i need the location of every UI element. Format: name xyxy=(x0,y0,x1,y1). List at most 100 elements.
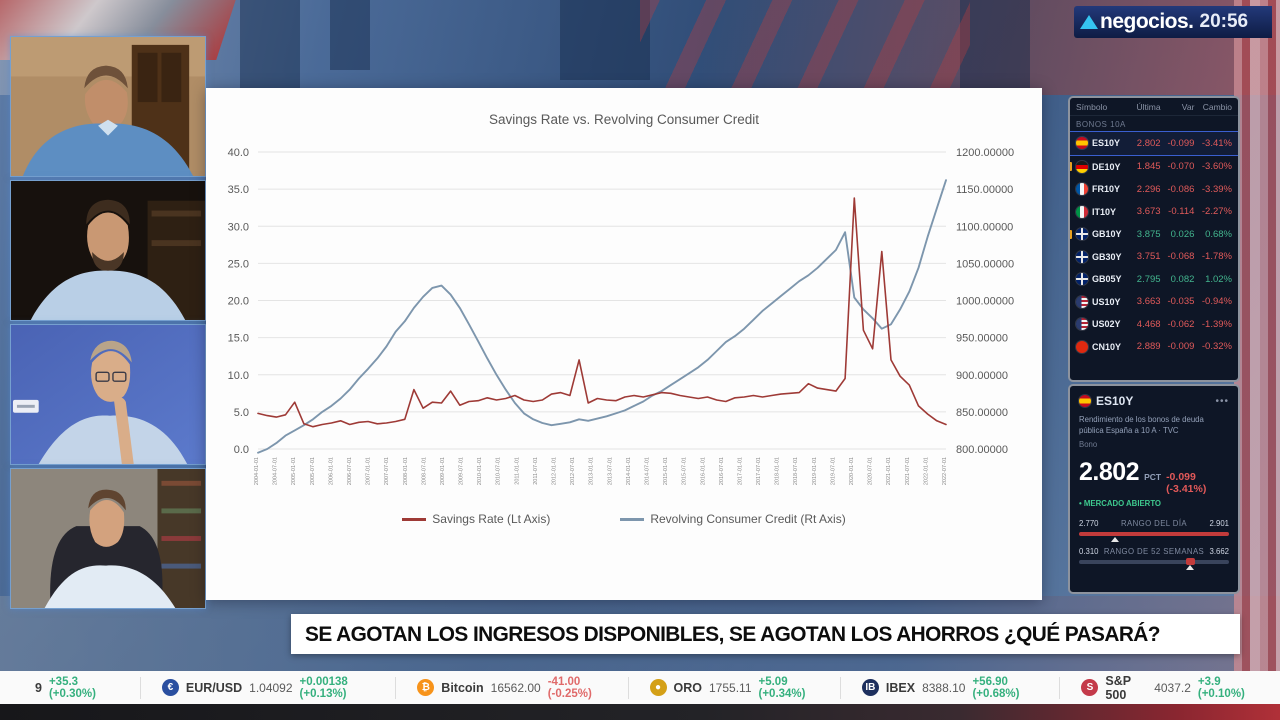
watchlist-rows: ES10Y 2.802 -0.099 -3.41% DE10Y 1.845 -0.070 -3… xyxy=(1070,131,1238,358)
channel-logo-icon xyxy=(1080,15,1098,29)
guest-1-portrait xyxy=(11,37,205,176)
ticker-label: IBEX xyxy=(885,680,916,695)
broadcast-clock: 20:56 xyxy=(1199,11,1249,32)
ticker-change: +0.00138 (+0.13%) xyxy=(299,675,348,700)
right-axis-tick: 950.00000 xyxy=(956,333,1008,345)
watchlist-header-pct: Cambio xyxy=(1202,102,1232,112)
day-range-label: RANGO DEL DÍA xyxy=(1121,519,1187,529)
video-feed-guest-2 xyxy=(10,180,206,321)
chart-title: Savings Rate vs. Revolving Consumer Cred… xyxy=(488,112,760,127)
watchlist-change-pct: -0.94% xyxy=(1201,296,1232,308)
x-axis-tick: 2018-01-01 xyxy=(775,457,781,485)
video-feed-column xyxy=(10,36,206,612)
guest-4-portrait xyxy=(11,469,205,608)
video-feed-guest-4 xyxy=(10,468,206,609)
ticker-last: 16562.00 xyxy=(490,680,541,695)
x-axis-tick: 2016-07-01 xyxy=(719,457,725,485)
studio-right-streaks xyxy=(1234,0,1280,720)
x-axis-tick: 2012-07-01 xyxy=(570,457,576,485)
watchlist-row-us02y[interactable]: US02Y 4.468 -0.062 -1.39% xyxy=(1070,313,1238,336)
it-flag-icon xyxy=(1076,205,1088,218)
x-axis-tick: 2011-07-01 xyxy=(533,457,539,485)
symbol-detail-panel: ES10Y ••• Rendimiento de los bonos de de… xyxy=(1068,384,1240,594)
bitcoin-icon: ₿ xyxy=(417,679,435,696)
x-axis-tick: 2015-01-01 xyxy=(663,457,669,485)
x-axis-tick: 2012-01-01 xyxy=(552,457,558,485)
ibex-icon: IB xyxy=(861,679,879,696)
watchlist-header-last: Última xyxy=(1136,102,1161,112)
year-range-label: RANGO DE 52 SEMANAS xyxy=(1103,547,1205,557)
x-axis-tick: 2021-01-01 xyxy=(886,457,892,485)
watchlist-row-us10y[interactable]: US10Y 3.663 -0.035 -0.94% xyxy=(1070,291,1238,314)
day-range-marker xyxy=(1111,537,1119,543)
x-axis-tick: 2005-01-01 xyxy=(291,457,297,485)
watchlist-change-pct: -3.39% xyxy=(1201,183,1232,195)
right-axis-tick: 900.00000 xyxy=(956,370,1008,382)
gb-flag-icon xyxy=(1076,228,1088,241)
watchlist-change: -0.068 xyxy=(1167,251,1195,263)
x-axis-tick: 2007-01-01 xyxy=(366,457,372,485)
watchlist-change-pct: -1.78% xyxy=(1201,251,1232,263)
watchlist-symbol: GB30Y xyxy=(1092,251,1122,262)
watchlist-change-pct: -1.39% xyxy=(1201,318,1232,330)
alert-icon xyxy=(1070,162,1072,172)
watchlist-symbol: CN10Y xyxy=(1092,341,1122,352)
watchlist-change: -0.086 xyxy=(1167,183,1195,195)
left-axis-tick: 10.0 xyxy=(228,370,249,382)
watchlist-row-de10y[interactable]: DE10Y 1.845 -0.070 -3.60% xyxy=(1070,156,1238,179)
watchlist-row-gb30y[interactable]: GB30Y 3.751 -0.068 -1.78% xyxy=(1070,246,1238,269)
right-axis-tick: 1200.00000 xyxy=(956,147,1014,159)
studio-red-streaks xyxy=(640,0,970,90)
bond-watchlist-panel: Símbolo Última Var Cambio BONOS 10A ES10… xyxy=(1068,96,1240,382)
ticker-item-ibex: IB IBEX 8388.10 +56.90 (+0.68%) xyxy=(839,676,1060,700)
detail-price: 2.802 xyxy=(1079,458,1140,487)
watchlist-symbol: FR10Y xyxy=(1092,184,1121,195)
watchlist-row-it10y[interactable]: IT10Y 3.673 -0.114 -2.27% xyxy=(1070,201,1238,224)
x-axis-tick: 2013-01-01 xyxy=(589,457,595,485)
headline-text: SE AGOTAN LOS INGRESOS DISPONIBLES, SE A… xyxy=(305,621,1161,646)
detail-description: Rendimiento de los bonos de deuda públic… xyxy=(1079,415,1204,435)
watchlist-last: 3.875 xyxy=(1136,228,1161,240)
ticker-label: EUR/USD xyxy=(185,680,243,695)
more-options-icon[interactable]: ••• xyxy=(1215,395,1229,407)
ticker-last: 8388.10 xyxy=(922,680,966,695)
day-range: 2.770 RANGO DEL DÍA 2.901 xyxy=(1079,519,1229,543)
watchlist-last: 3.751 xyxy=(1136,251,1161,263)
watchlist-row-gb10y[interactable]: GB10Y 3.875 0.026 0.68% xyxy=(1070,223,1238,246)
watchlist-row-fr10y[interactable]: FR10Y 2.296 -0.086 -3.39% xyxy=(1070,178,1238,201)
watchlist-row-es10y[interactable]: ES10Y 2.802 -0.099 -3.41% xyxy=(1070,131,1238,156)
bottom-strip xyxy=(0,704,1280,720)
right-axis-tick: 1000.00000 xyxy=(956,296,1014,308)
ticker-change: +5.09 (+0.34%) xyxy=(758,675,806,700)
watchlist-row-cn10y[interactable]: CN10Y 2.889 -0.009 -0.32% xyxy=(1070,336,1238,359)
left-axis-tick: 30.0 xyxy=(228,221,249,233)
x-axis-tick: 2006-07-01 xyxy=(347,457,353,485)
x-axis-tick: 2006-01-01 xyxy=(328,457,334,485)
x-axis-tick: 2014-01-01 xyxy=(626,457,632,485)
watchlist-symbol: DE10Y xyxy=(1092,161,1121,172)
guest-3-portrait xyxy=(11,325,205,464)
watchlist-symbol: ES10Y xyxy=(1092,138,1121,149)
watchlist-change-pct: -3.41% xyxy=(1201,137,1232,149)
right-axis-tick: 850.00000 xyxy=(956,407,1008,419)
year-range-marker xyxy=(1186,565,1194,571)
left-axis-tick: 20.0 xyxy=(228,296,249,308)
us-flag-icon xyxy=(1076,295,1088,308)
video-feed-guest-3 xyxy=(10,324,206,465)
detail-price-unit: PCT xyxy=(1144,472,1162,483)
x-axis-tick: 2017-07-01 xyxy=(756,457,762,485)
x-axis-tick: 2011-01-01 xyxy=(514,457,520,485)
watchlist-header-chg: Var xyxy=(1181,102,1195,112)
watchlist-row-gb05y[interactable]: GB05Y 2.795 0.082 1.02% xyxy=(1070,268,1238,291)
year-range-low: 0.310 xyxy=(1079,547,1099,557)
background-building xyxy=(330,0,370,70)
ticker-item-s-p-500: S S&P 500 4037.2 +3.9 (+0.10%) xyxy=(1059,674,1280,702)
x-axis-tick: 2005-07-01 xyxy=(310,457,316,485)
left-axis-tick: 15.0 xyxy=(228,333,249,345)
ticker-item-oro: ● ORO 1755.11 +5.09 (+0.34%) xyxy=(627,675,840,700)
x-axis-tick: 2019-07-01 xyxy=(830,457,836,485)
year-range-pill xyxy=(1186,558,1195,566)
legend-label: Revolving Consumer Credit (Rt Axis) xyxy=(650,512,846,526)
ticker-label: ORO xyxy=(673,680,702,695)
